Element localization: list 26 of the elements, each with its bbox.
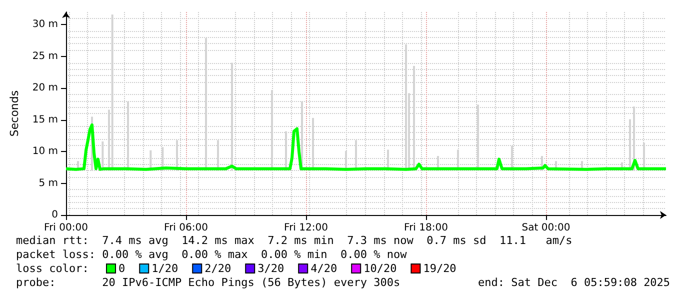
x-tick-label: Fri 18:00 (404, 222, 448, 234)
x-tick-label: Sat 00:00 (522, 222, 570, 234)
y-axis-title: Seconds (8, 90, 21, 137)
y-tick-label: 20 m (32, 82, 58, 94)
y-tick-label: 10 m (32, 146, 58, 158)
y-tick-label: 0 (52, 210, 58, 220)
text: probe: 20 IPv6-ICMP Echo Pings (56 Bytes) every 300s (16, 276, 400, 289)
legend-label: 1/20 (152, 262, 178, 275)
text: end: Sat Dec 6 05:59:08 2025 (478, 276, 670, 289)
legend-label: 19/20 (423, 262, 456, 275)
y-tick-label: 30 m (32, 19, 58, 30)
y-tick-label: 25 m (32, 50, 58, 62)
legend-label: 3/20 (258, 262, 284, 275)
text: median rtt: 7.4 ms avg 14.2 ms max 7.2 ms min 7.3 ms now 0.7 ms sd 11.1 am/s (16, 234, 572, 247)
legend-label: 10/20 (364, 262, 397, 275)
legend-label: 4/20 (310, 262, 338, 275)
x-tick-label: Fri 12:00 (284, 222, 328, 234)
x-tick-label: Fri 06:00 (164, 222, 208, 234)
legend-label: 2/20 (204, 262, 232, 275)
line-series (64, 123, 668, 171)
legend-label: 0 (118, 262, 126, 275)
y-tick-label: 15 m (32, 114, 58, 126)
y-tick-label: 5 m (38, 178, 58, 189)
x-tick-label: Fri 00:00 (44, 222, 88, 234)
text: packet loss: 0.00 % avg 0.00 % max 0.00 % min 0.00 % now (16, 248, 408, 261)
legend-title: loss color: (16, 262, 89, 275)
